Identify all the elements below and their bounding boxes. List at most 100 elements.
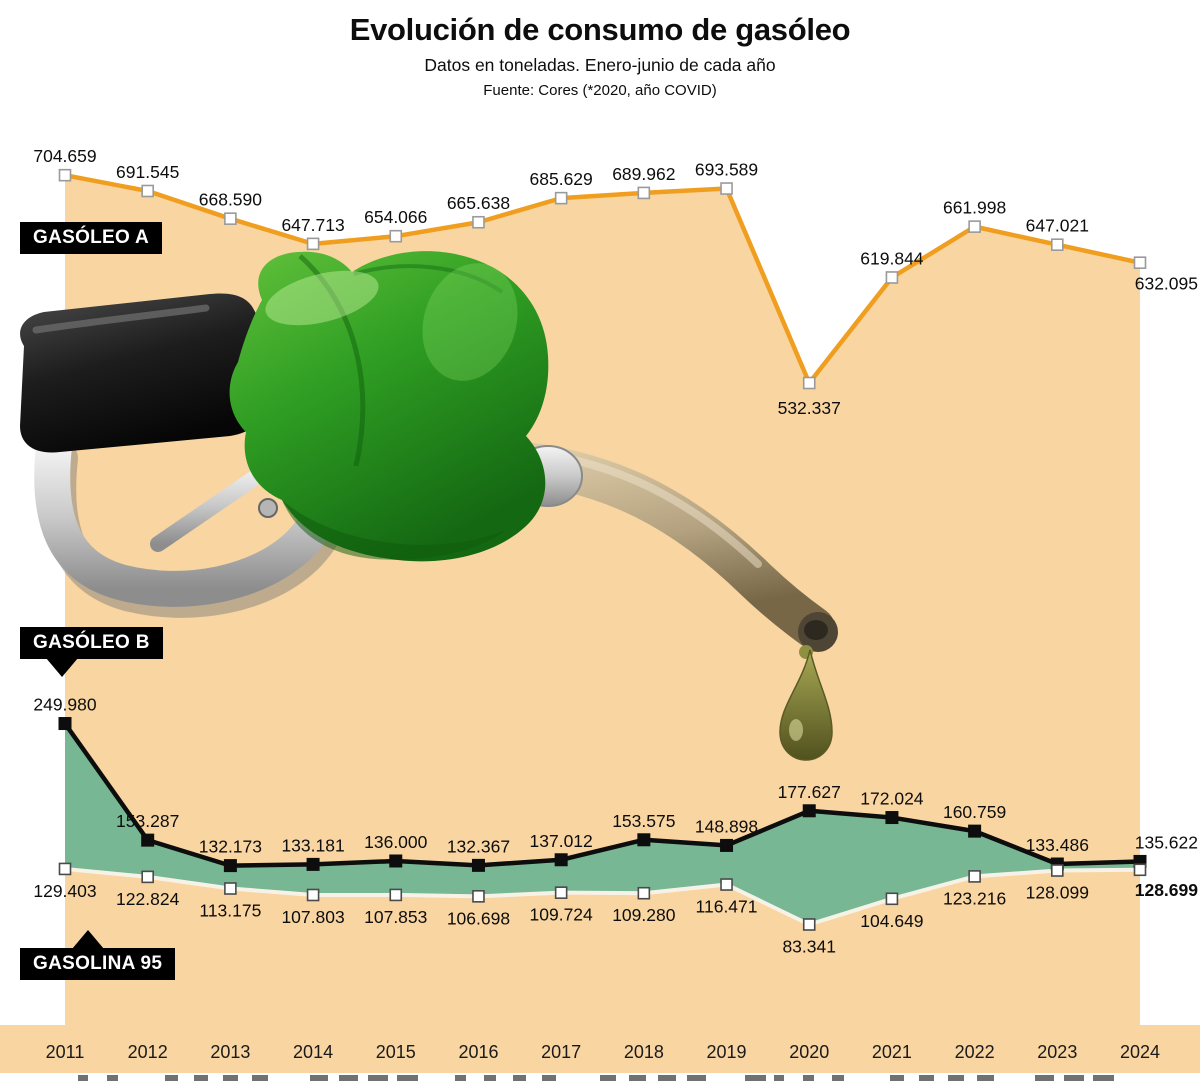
x-axis-year: 2024 [1120, 1042, 1160, 1062]
cropped-footer-mark [107, 1075, 118, 1081]
marker-gasoleo-a [720, 182, 733, 195]
nozzle-handle [20, 293, 265, 453]
cropped-footer-mark [542, 1075, 556, 1081]
cropped-footer-mark [310, 1075, 328, 1081]
x-axis-year: 2019 [707, 1042, 747, 1062]
marker-gasoleo-b [968, 824, 982, 838]
marker-gasolina-95 [554, 886, 568, 899]
value-label: 532.337 [778, 398, 841, 418]
cropped-footer-mark [368, 1075, 388, 1081]
line-gasolina-95 [64, 866, 1141, 927]
marker-gasoleo-b [141, 833, 155, 847]
marker-gasolina-95 [1133, 863, 1147, 877]
value-label: 104.649 [860, 911, 923, 931]
value-label: 172.024 [860, 789, 924, 809]
marker-gasoleo-a [58, 168, 72, 182]
value-label: 647.021 [1026, 216, 1089, 236]
value-label: 689.962 [612, 164, 675, 184]
value-label: 107.803 [281, 907, 344, 927]
value-label: 693.589 [695, 160, 758, 180]
marker-gasoleo-b [885, 811, 899, 825]
value-label: 704.659 [33, 146, 96, 166]
value-label: 135.622 [1135, 832, 1198, 852]
marker-gasoleo-b [802, 804, 816, 818]
marker-gasoleo-b [58, 717, 72, 731]
cropped-footer-mark [455, 1075, 466, 1081]
value-label: 132.173 [199, 837, 262, 857]
marker-gasoleo-a [389, 229, 403, 243]
marker-gasolina-95 [885, 892, 899, 906]
value-label: 116.471 [696, 897, 758, 917]
nozzle-spout-opening [804, 620, 828, 640]
marker-gasoleo-a [472, 215, 485, 229]
marker-gasoleo-a [802, 376, 816, 390]
cropped-footer-mark [600, 1075, 616, 1081]
value-label: 632.095 [1135, 274, 1198, 294]
x-axis-band [0, 1025, 1200, 1073]
value-label: 129.403 [33, 881, 96, 901]
chart-source: Fuente: Cores (*2020, año COVID) [483, 82, 717, 99]
cropped-footer-mark [78, 1075, 88, 1081]
value-label: 106.698 [447, 908, 510, 928]
value-label: 128.699 [1135, 880, 1199, 900]
value-label: 148.898 [695, 816, 758, 836]
chart-header: Evolución de consumo de gasóleo Datos en… [0, 12, 1200, 99]
marker-gasoleo-a [1133, 256, 1147, 269]
nozzle-trigger-pivot [258, 498, 278, 518]
fuel-drop-gloss [789, 719, 803, 741]
marker-gasoleo-b [389, 854, 403, 868]
nozzle-body-gloss-2 [422, 263, 518, 381]
x-axis-year: 2016 [458, 1042, 498, 1062]
series-badge-label: GASOLINA 95 [33, 953, 163, 974]
value-label: 691.545 [116, 162, 179, 182]
series-badge-label: GASÓLEO B [33, 632, 150, 653]
cropped-footer-mark [194, 1075, 208, 1081]
value-labels-layer: 704.659 691.545 668.590 647.713 654.066 665.6… [33, 146, 1198, 956]
nozzle-body-seam-2 [353, 264, 504, 294]
nozzle-body [229, 251, 549, 562]
marker-gasolina-95 [472, 890, 485, 903]
value-label: 109.724 [530, 905, 594, 925]
value-label: 107.853 [364, 907, 427, 927]
cropped-footer-mark [513, 1075, 526, 1081]
value-label: 133.181 [281, 835, 344, 855]
x-axis-year: 2011 [46, 1042, 85, 1062]
cropped-footer-mark [774, 1075, 784, 1081]
line-gasoleo-a [64, 172, 1141, 386]
cropped-footer-mark [1064, 1075, 1084, 1081]
value-label: 153.287 [116, 811, 179, 831]
cropped-footer-mark [1093, 1075, 1114, 1081]
x-axis-year: 2023 [1037, 1042, 1077, 1062]
marker-gasoleo-b [306, 857, 320, 871]
value-label: 654.066 [364, 207, 427, 227]
value-label: 665.638 [447, 193, 510, 213]
cropped-footer-mark [484, 1075, 496, 1081]
marker-gasolina-95 [968, 870, 981, 883]
x-axis-year: 2013 [210, 1042, 250, 1062]
value-label: 137.012 [530, 831, 593, 851]
cropped-footer-mark [339, 1075, 358, 1081]
value-label: 619.844 [860, 248, 924, 268]
x-axis-year: 2012 [128, 1042, 168, 1062]
badge-pointer-down-icon [46, 658, 78, 677]
nozzle-handle-highlight [32, 304, 210, 334]
x-axis-year: 2021 [872, 1042, 912, 1062]
marker-gasoleo-a [224, 212, 237, 225]
marker-gasolina-95 [1051, 864, 1064, 877]
cropped-footer-mark [890, 1075, 904, 1081]
marker-gasolina-95 [141, 870, 154, 884]
cropped-footer-mark [658, 1075, 676, 1081]
cropped-footer-mark [803, 1075, 814, 1081]
cropped-footer-mark [1035, 1075, 1054, 1081]
cropped-footer-mark [832, 1075, 844, 1081]
nozzle-trigger [150, 458, 280, 552]
nozzle-body-seam-1 [298, 254, 366, 467]
page-title: Evolución de consumo de gasóleo [349, 12, 851, 47]
marker-gasoleo-a [1051, 238, 1064, 251]
marker-gasoleo-a [885, 271, 899, 284]
marker-gasoleo-b [637, 833, 651, 847]
cropped-footer-mark [629, 1075, 646, 1081]
value-label: 122.824 [116, 889, 180, 909]
